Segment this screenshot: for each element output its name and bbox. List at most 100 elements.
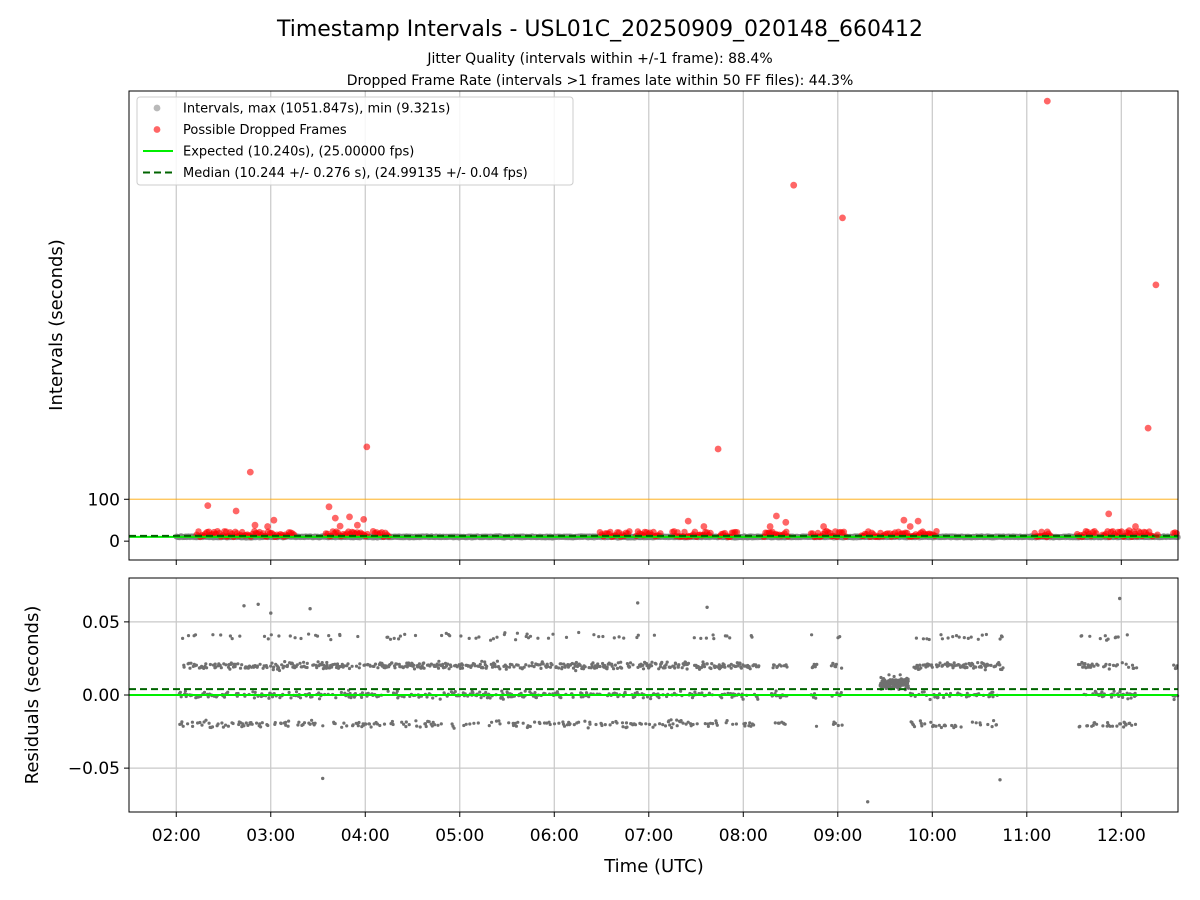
residual-point: [516, 663, 520, 667]
residual-point: [238, 666, 243, 670]
residual-point: [216, 722, 220, 726]
residual-point: [226, 724, 230, 728]
residual-point: [260, 721, 264, 725]
residual-point: [505, 665, 509, 669]
residual-point: [339, 690, 343, 695]
residual-outlier-point: [636, 601, 640, 605]
residual-point: [668, 723, 672, 727]
residual-point: [612, 636, 616, 640]
residual-point: [957, 635, 961, 639]
residual-point: [258, 662, 262, 666]
dropped-frame-point: [1144, 424, 1152, 432]
residual-point: [412, 667, 417, 671]
residual-point: [938, 661, 942, 665]
residual-point: [541, 662, 545, 666]
residual-point: [1092, 664, 1096, 668]
residual-point: [671, 722, 675, 726]
legend-entry-label: Expected (10.240s), (25.00000 fps): [183, 145, 414, 160]
residual-point: [298, 696, 303, 700]
residual-point: [255, 721, 259, 725]
residual-point: [200, 723, 204, 727]
residual-point: [965, 665, 969, 670]
residual-point: [725, 719, 729, 723]
residual-point: [1085, 724, 1090, 728]
residual-point: [1080, 634, 1084, 638]
residual-point: [554, 665, 558, 669]
residual-point: [1114, 635, 1118, 639]
residual-point: [230, 637, 234, 641]
intervals-frame: [128, 90, 1179, 561]
residual-point: [591, 661, 595, 665]
residual-point: [840, 723, 844, 727]
dropped-frame-point: [700, 523, 708, 530]
residual-point: [887, 673, 891, 677]
residual-point: [357, 720, 361, 725]
residual-point: [720, 696, 724, 700]
residual-point: [674, 662, 678, 666]
residual-point: [488, 696, 492, 700]
residual-point: [994, 723, 999, 727]
residual-point: [839, 691, 843, 695]
x-tick-label: 06:00: [530, 826, 579, 846]
residual-point: [498, 722, 502, 726]
dropped-frame-point: [684, 517, 692, 525]
residual-point: [180, 720, 184, 724]
residuals-y-axis-label: Residuals (seconds): [22, 606, 43, 785]
residual-point: [321, 724, 325, 728]
residual-point: [503, 631, 507, 635]
residual-point: [710, 662, 714, 666]
residuals-axes: 0.05 0.00 −0.05 02:00 03:00 04:00 05:00 06:00 07…: [68, 577, 1179, 846]
intervals-y-tick-label: 100: [88, 490, 120, 510]
residual-point: [507, 665, 512, 669]
dropped-frame-point: [354, 521, 361, 529]
residual-point: [191, 724, 195, 729]
residual-point: [202, 690, 207, 695]
residual-point: [422, 661, 426, 665]
residual-point: [190, 720, 194, 724]
residual-point: [1100, 690, 1104, 694]
residual-point: [918, 663, 922, 667]
residual-point: [431, 720, 435, 725]
residual-point: [571, 695, 575, 699]
residual-point: [722, 663, 726, 667]
residual-point: [511, 723, 516, 728]
residual-point: [452, 726, 456, 730]
residual-point: [615, 666, 620, 671]
dropped-frame-point: [270, 516, 278, 524]
residual-point: [1107, 667, 1111, 671]
residual-point: [493, 665, 497, 669]
residual-point: [628, 665, 632, 669]
residual-point: [528, 634, 533, 638]
residual-point: [717, 663, 721, 667]
dropped-frame-point: [360, 516, 368, 523]
residual-point: [974, 721, 978, 725]
dropped-frame-point: [839, 214, 846, 222]
residual-point: [621, 725, 625, 729]
residual-point: [498, 667, 502, 671]
residual-point: [619, 660, 623, 664]
residual-point: [351, 723, 355, 727]
residual-point: [497, 719, 501, 723]
residual-point: [756, 697, 760, 701]
residual-point: [244, 721, 248, 725]
residual-point: [271, 668, 275, 672]
residual-point: [1124, 662, 1128, 666]
residual-point: [400, 720, 404, 724]
residual-point: [407, 723, 411, 727]
residual-point: [1127, 665, 1131, 669]
residual-point: [448, 634, 452, 638]
residual-point: [954, 634, 959, 638]
residual-point: [946, 636, 950, 640]
residual-point: [453, 690, 457, 694]
residual-point: [1108, 663, 1112, 667]
residual-point: [703, 722, 707, 726]
residual-point: [207, 721, 211, 725]
dropped-frame-point: [246, 468, 254, 476]
residual-point: [246, 723, 250, 728]
residual-point: [918, 719, 923, 723]
residual-point: [691, 722, 695, 727]
residual-point: [906, 679, 910, 683]
residual-point: [368, 664, 372, 668]
residual-point: [367, 722, 371, 726]
